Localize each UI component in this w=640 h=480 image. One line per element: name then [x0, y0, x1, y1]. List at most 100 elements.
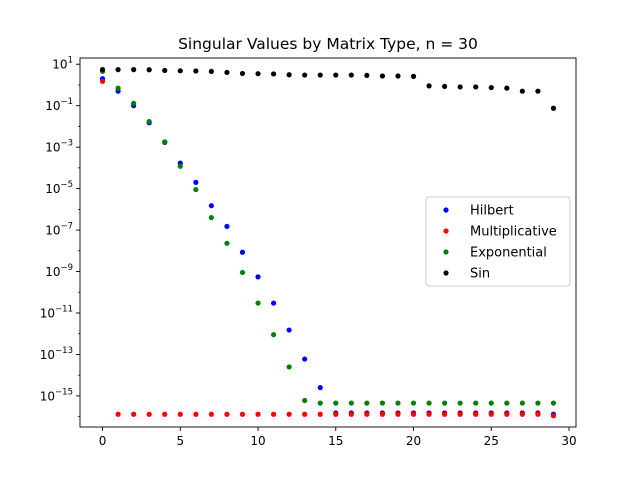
data-point — [519, 400, 525, 406]
y-tick-label: 101 — [52, 56, 73, 72]
data-point — [177, 163, 183, 169]
y-tick-base: 10 — [45, 141, 60, 155]
data-point — [395, 400, 401, 406]
data-point — [426, 400, 432, 406]
data-point — [317, 385, 323, 391]
data-point — [364, 72, 370, 78]
y-tick-exponent: −11 — [55, 304, 73, 314]
data-point — [270, 71, 277, 77]
data-point — [535, 411, 541, 417]
data-point — [224, 411, 230, 417]
data-point — [177, 411, 183, 417]
data-point — [410, 411, 417, 417]
data-point — [333, 72, 339, 78]
data-point — [504, 411, 510, 417]
data-point — [286, 327, 292, 333]
data-point — [426, 83, 432, 89]
data-point — [239, 411, 246, 417]
data-point — [333, 411, 339, 417]
y-tick-base: 10 — [40, 348, 55, 362]
data-point — [348, 411, 354, 417]
data-point — [224, 240, 230, 246]
data-point — [208, 68, 214, 75]
data-point — [302, 411, 308, 417]
data-point — [99, 67, 106, 73]
data-point — [286, 72, 292, 78]
x-tick-label: 25 — [484, 434, 499, 448]
y-tick-exponent: −15 — [55, 387, 73, 397]
y-tick-exponent: −3 — [60, 139, 73, 149]
series-multiplicative — [99, 78, 557, 419]
chart-title: Singular Values by Matrix Type, n = 30 — [178, 35, 478, 53]
data-point — [519, 88, 525, 94]
data-point — [146, 411, 152, 417]
y-tick-label: 10−9 — [45, 263, 73, 279]
x-tick-label: 0 — [99, 434, 107, 448]
data-point — [162, 139, 168, 145]
data-point — [115, 67, 121, 73]
y-tick-base: 10 — [40, 389, 55, 403]
data-point — [504, 85, 510, 91]
data-point — [457, 400, 463, 406]
data-point — [193, 411, 199, 417]
data-point — [270, 332, 277, 338]
legend-marker — [443, 270, 449, 276]
y-tick-exponent: −7 — [60, 222, 73, 232]
data-point — [442, 411, 448, 417]
data-point — [457, 411, 463, 417]
data-point — [270, 300, 277, 306]
data-point — [550, 413, 557, 419]
data-point — [488, 400, 494, 406]
y-tick-label: 10−7 — [45, 222, 73, 238]
data-point — [317, 400, 323, 406]
x-tick-label: 15 — [328, 434, 343, 448]
data-point — [333, 400, 339, 406]
data-point — [457, 84, 463, 90]
data-point — [239, 249, 246, 255]
data-point — [488, 84, 494, 91]
data-point — [131, 100, 137, 106]
y-tick-label: 10−1 — [45, 97, 73, 113]
data-point — [162, 411, 168, 417]
data-point — [442, 400, 448, 406]
data-point — [379, 411, 386, 417]
axes: 0 5 10 15 20 25 3010110−110−310−510−710−910−11… — [40, 56, 577, 448]
legend-marker — [443, 228, 449, 234]
data-point — [302, 397, 308, 404]
legend-box — [425, 196, 571, 287]
data-point — [442, 83, 448, 90]
data-point — [535, 400, 541, 406]
data-point — [426, 411, 432, 417]
data-point — [208, 214, 214, 221]
y-tick-base: 10 — [45, 182, 60, 196]
plot-area — [99, 67, 557, 419]
data-point — [348, 72, 354, 78]
y-tick-label: 10−11 — [40, 304, 73, 320]
y-tick-exponent: 1 — [68, 56, 73, 66]
data-point — [239, 269, 246, 276]
data-point — [379, 400, 386, 406]
data-point — [364, 400, 370, 406]
data-point — [317, 72, 323, 78]
legend: Hilbert Multiplicative Exponential Sin — [425, 196, 571, 287]
data-point — [473, 411, 479, 417]
y-tick-label: 10−13 — [40, 346, 73, 362]
x-tick-label: 20 — [406, 434, 421, 448]
legend-label: Multiplicative — [470, 225, 557, 240]
data-point — [255, 274, 261, 280]
data-point — [255, 71, 261, 77]
data-point — [255, 411, 261, 417]
y-tick-exponent: −5 — [60, 180, 73, 190]
data-point — [395, 411, 401, 417]
series-sin — [99, 67, 557, 111]
axes-frame — [79, 57, 577, 428]
data-point — [131, 411, 137, 417]
data-point — [348, 400, 354, 406]
data-point — [270, 411, 277, 417]
data-point — [379, 73, 386, 79]
legend-label: Sin — [470, 267, 490, 282]
data-point — [224, 223, 230, 230]
y-tick-exponent: −13 — [55, 346, 73, 356]
data-point — [99, 78, 106, 84]
data-point — [208, 411, 214, 417]
